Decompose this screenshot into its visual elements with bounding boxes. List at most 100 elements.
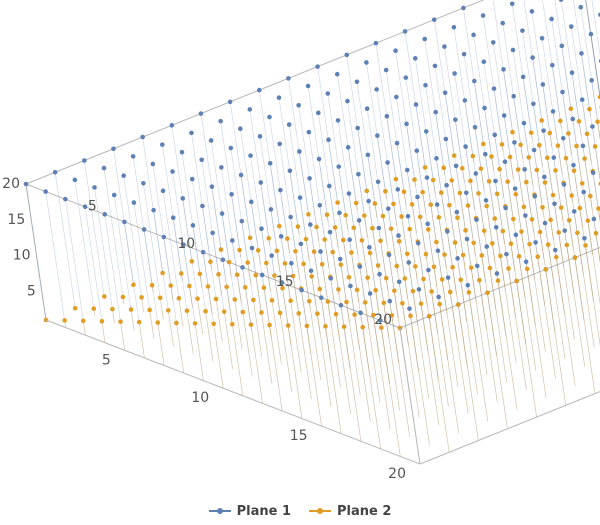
drop-line <box>574 257 596 394</box>
plane-1-point <box>200 249 206 255</box>
plane-1-point <box>238 172 244 178</box>
drop-line <box>497 280 518 410</box>
plane-2-point <box>261 285 267 291</box>
drop-line <box>484 107 505 244</box>
plane-1-point <box>130 154 136 159</box>
plane-1-point <box>375 133 380 138</box>
drop-line <box>356 81 378 218</box>
plane-1-point <box>189 130 194 136</box>
box-edge <box>399 327 421 465</box>
plane-2-point <box>572 255 578 260</box>
drop-line <box>367 154 389 291</box>
plane-2-point <box>205 284 211 289</box>
plane-1-point <box>229 191 234 197</box>
plane-1-point <box>560 135 566 141</box>
drop-line <box>584 238 600 347</box>
plane-2-point <box>388 226 394 231</box>
plane-2-point <box>417 214 423 220</box>
plane-2-point <box>540 204 545 210</box>
drop-line <box>592 172 600 222</box>
plane-1-point <box>298 241 304 247</box>
drop-line <box>199 273 203 289</box>
drop-line <box>318 159 340 296</box>
plane-1-point <box>442 44 447 49</box>
plane-2-point <box>410 288 416 294</box>
drop-line <box>316 226 319 242</box>
drop-line <box>547 244 566 360</box>
plane-1-point <box>539 35 545 41</box>
drop-line <box>138 322 145 358</box>
plane-1-point <box>141 180 146 186</box>
legend-swatch-plane-1 <box>208 506 231 516</box>
plane-2-point <box>457 190 463 196</box>
drop-line <box>207 286 213 316</box>
plane-1-point <box>257 134 263 139</box>
box-edge <box>419 391 600 465</box>
plane-1-point <box>511 93 516 99</box>
drop-line <box>432 179 436 195</box>
plane-2-point <box>349 250 354 255</box>
drop-line <box>250 155 271 292</box>
plane-2-point <box>322 237 327 242</box>
plane-2-point <box>266 235 272 241</box>
plane-2-point <box>466 290 472 295</box>
drop-line <box>573 0 591 117</box>
drop-line <box>251 248 273 385</box>
plane-2-point <box>230 321 235 327</box>
drop-line <box>456 212 478 349</box>
drop-line <box>496 273 518 410</box>
drop-line <box>340 264 350 322</box>
plane-2-point <box>277 310 283 316</box>
drop-line <box>317 66 338 203</box>
plane-2-point <box>518 142 523 148</box>
drop-line <box>202 205 223 343</box>
drop-line <box>157 322 165 366</box>
drop-line <box>330 278 352 415</box>
drop-line <box>247 262 252 285</box>
drop-line <box>483 61 505 198</box>
drop-line <box>428 229 438 287</box>
drop-line <box>488 181 495 218</box>
drop-line <box>382 216 388 245</box>
plane-1-point <box>502 159 508 165</box>
plane-2-point <box>394 263 400 269</box>
drop-line <box>523 123 545 260</box>
plane-1-point <box>407 306 412 311</box>
drop-line <box>197 298 204 335</box>
drop-line <box>552 111 574 248</box>
drop-line <box>200 113 222 250</box>
drop-line <box>407 216 429 353</box>
drop-line <box>568 133 572 155</box>
plane-2-point <box>426 313 432 319</box>
plane-1-point <box>432 63 438 69</box>
drop-line <box>511 3 533 140</box>
plane-1-point <box>435 248 441 254</box>
plane-2-point <box>168 283 174 288</box>
plane-1-point <box>509 1 515 7</box>
plane-2-point <box>486 178 492 184</box>
plane-2-point <box>402 276 408 281</box>
plane-1-point <box>335 118 341 123</box>
drop-line <box>545 269 567 406</box>
drop-line <box>438 217 447 268</box>
drop-line <box>479 280 498 402</box>
plane-2-point <box>460 252 466 258</box>
plane-1-point <box>578 4 584 10</box>
plane-2-point <box>495 278 501 283</box>
plane-2-point <box>166 308 171 313</box>
plane-1-point <box>373 40 379 46</box>
drop-line <box>595 233 600 263</box>
plane-2-point <box>378 238 383 244</box>
plane-1-point <box>101 165 107 171</box>
drop-line <box>495 181 516 318</box>
drop-line <box>308 132 330 269</box>
drop-line <box>535 242 556 379</box>
drop-line <box>292 275 301 327</box>
plane-1-point <box>267 114 272 120</box>
plane-1-point <box>355 125 360 131</box>
plane-2-point <box>62 318 67 323</box>
plane-2-point <box>553 168 558 173</box>
drop-line <box>327 93 349 230</box>
plane-2-point <box>282 261 288 266</box>
drop-line <box>424 38 446 176</box>
